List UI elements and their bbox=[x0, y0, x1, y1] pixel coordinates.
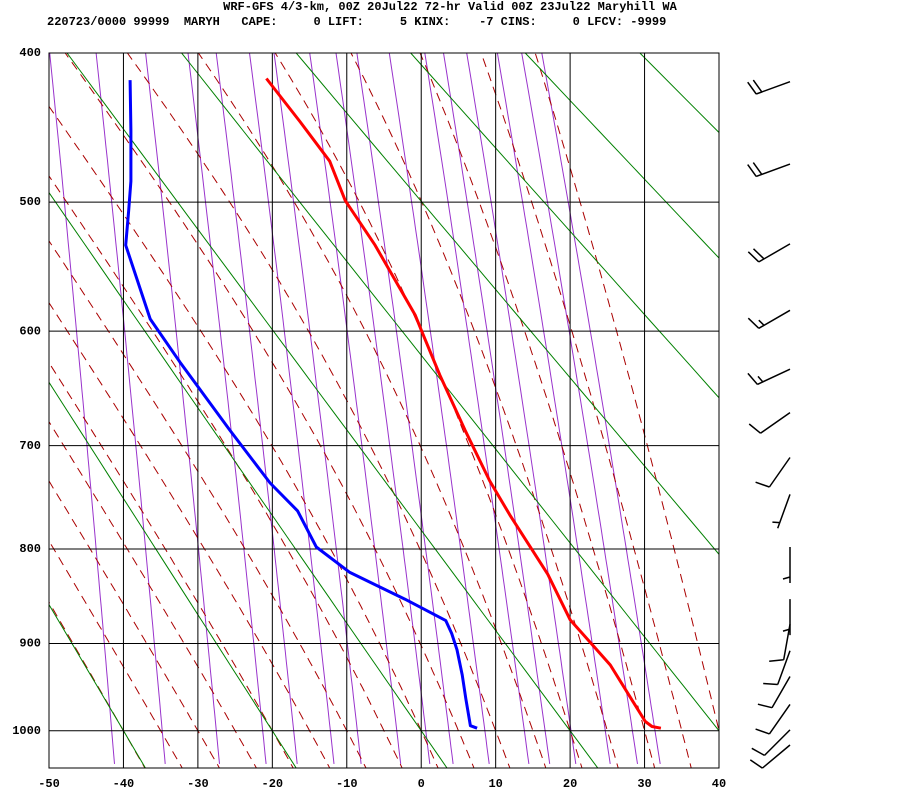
y-tick-label: 600 bbox=[19, 324, 41, 338]
dry-adiabat bbox=[639, 53, 719, 134]
wind-barb bbox=[748, 411, 791, 434]
x-tick-label: -10 bbox=[336, 777, 358, 791]
dry-adiabat bbox=[66, 53, 599, 768]
wind-barb bbox=[747, 243, 791, 263]
mixing-ratio-line bbox=[388, 53, 490, 764]
thermo-lines bbox=[49, 53, 719, 768]
moist-adiabat bbox=[534, 53, 719, 733]
mixing-ratio-line bbox=[309, 53, 402, 764]
dry-adiabat bbox=[410, 53, 719, 399]
mixing-ratio-line bbox=[215, 53, 298, 764]
plot-frame bbox=[48, 52, 720, 769]
profile-line bbox=[124, 80, 478, 730]
plot: -50 -40 -30 -20 -10 0 10 20 30 40 400 500 600 700 800 9… bbox=[12, 46, 726, 791]
mixing-ratio-line bbox=[335, 53, 431, 764]
y-tick-label: 500 bbox=[19, 195, 41, 209]
mixing-ratio-line bbox=[424, 53, 530, 764]
x-tick-label: 0 bbox=[418, 777, 425, 791]
x-tick-label: -50 bbox=[38, 777, 60, 791]
mixing-ratio-line bbox=[273, 53, 362, 764]
wind-barb bbox=[755, 457, 791, 488]
x-tick-label: 30 bbox=[637, 777, 651, 791]
x-tick-label: -30 bbox=[187, 777, 209, 791]
x-tick-label: 40 bbox=[712, 777, 726, 791]
moist-adiabat bbox=[49, 240, 367, 768]
wind-barb bbox=[747, 368, 791, 386]
moist-adiabat bbox=[49, 480, 220, 768]
mixing-ratio-line bbox=[443, 53, 551, 764]
wind-barb bbox=[747, 79, 791, 95]
moist-adiabat bbox=[49, 539, 183, 768]
wind-barb bbox=[751, 729, 791, 757]
chart-title: WRF-GFS 4/3-km, 00Z 20Jul22 72-hr Valid … bbox=[223, 0, 677, 14]
dry-adiabat bbox=[49, 381, 297, 768]
mixing-ratio-line bbox=[145, 53, 220, 764]
mixing-ratio-line bbox=[187, 53, 267, 764]
profile-line bbox=[265, 77, 662, 730]
moist-adiabat bbox=[49, 420, 257, 768]
moist-adiabat bbox=[419, 53, 656, 768]
dry-adiabat bbox=[49, 603, 146, 768]
moist-adiabat bbox=[197, 53, 547, 768]
moist-adiabat bbox=[49, 361, 294, 768]
wind-barb bbox=[763, 650, 791, 686]
y-tick-label: 900 bbox=[19, 637, 41, 651]
moist-adiabat bbox=[64, 53, 475, 768]
moist-adiabat bbox=[49, 105, 439, 768]
moist-adiabat bbox=[274, 53, 583, 768]
moist-adiabat bbox=[126, 53, 511, 768]
wind-barb bbox=[755, 703, 791, 735]
wind-barb bbox=[772, 494, 791, 529]
wind-barb bbox=[757, 676, 791, 709]
y-tick-label: 700 bbox=[19, 439, 41, 453]
x-tick-label: 20 bbox=[563, 777, 577, 791]
mixing-ratio-line bbox=[466, 53, 577, 764]
chart-subtitle: 220723/0000 99999 MARYH CAPE: 0 LIFT: 5 … bbox=[47, 15, 666, 29]
mixing-ratio-line bbox=[95, 53, 166, 764]
wind-barb bbox=[769, 624, 791, 662]
wind-barb bbox=[747, 162, 791, 178]
wind-barb bbox=[749, 744, 791, 769]
x-tick-label: -20 bbox=[262, 777, 284, 791]
moist-adiabat bbox=[49, 601, 146, 768]
x-tick-label: -40 bbox=[113, 777, 135, 791]
mixing-ratio-line bbox=[496, 53, 611, 764]
wind-barb bbox=[747, 309, 791, 329]
moist-adiabat bbox=[49, 175, 403, 768]
mixing-ratio-line bbox=[521, 53, 638, 764]
y-tick-label: 400 bbox=[19, 46, 41, 60]
dry-adiabat bbox=[524, 53, 719, 259]
wind-barb bbox=[782, 547, 791, 583]
dry-adiabat bbox=[49, 191, 448, 768]
moist-adiabat bbox=[350, 53, 619, 768]
moist-adiabat bbox=[49, 301, 331, 768]
dry-adiabat bbox=[295, 53, 719, 556]
y-tick-label: 800 bbox=[19, 542, 41, 556]
x-tick-label: 10 bbox=[488, 777, 502, 791]
mixing-ratio-line bbox=[541, 53, 661, 764]
mixing-ratio-line bbox=[249, 53, 335, 764]
y-tick-label: 1000 bbox=[12, 724, 41, 738]
mixing-ratio-line bbox=[49, 53, 115, 764]
mixing-ratio-line bbox=[356, 53, 454, 764]
moist-adiabat bbox=[480, 53, 692, 768]
